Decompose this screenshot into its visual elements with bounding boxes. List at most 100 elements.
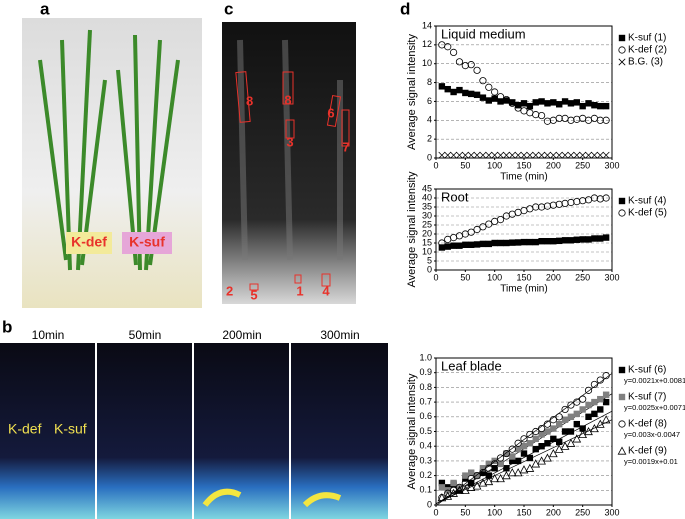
data-point [438, 484, 446, 491]
data-point [567, 401, 575, 409]
data-point [455, 151, 463, 159]
data-point [602, 391, 610, 398]
data-point [526, 238, 534, 246]
data-point [555, 200, 563, 208]
data-point [520, 443, 528, 450]
data-point [544, 440, 551, 447]
data-point [590, 194, 599, 202]
x-tick-label: 300 [604, 160, 619, 170]
data-point [567, 428, 575, 435]
data-point [508, 151, 516, 159]
roi-label: 3 [286, 134, 293, 149]
data-point [595, 419, 605, 428]
y-tick-label: 0 [427, 152, 432, 162]
fit-equation: y=0.0019x+0.01 [624, 457, 678, 466]
x-tick-label: 50 [460, 160, 470, 170]
x-tick-label: 250 [575, 272, 590, 282]
data-point [561, 114, 569, 123]
data-point [508, 210, 516, 218]
data-point [491, 217, 499, 225]
data-point [585, 413, 592, 420]
fit-equation: y=0.0021x+0.0081 [624, 376, 685, 385]
legend-marker [618, 393, 626, 401]
x-tick-label: 250 [575, 160, 590, 170]
data-point [532, 238, 539, 246]
x-tick-label: 150 [516, 272, 531, 282]
data-point [467, 474, 475, 483]
data-point [537, 456, 546, 465]
data-point [573, 115, 581, 123]
data-point [526, 440, 534, 447]
data-point [468, 469, 475, 476]
data-point [573, 410, 580, 418]
data-point [455, 232, 464, 240]
time-label: 200min [222, 328, 261, 342]
data-point [449, 48, 458, 57]
heat-image [97, 343, 192, 519]
data-point [596, 151, 604, 159]
roi-label: 1 [296, 283, 303, 298]
data-point [520, 435, 528, 443]
data-point [491, 460, 499, 468]
data-point [585, 151, 593, 159]
data-point [467, 61, 475, 69]
data-point [543, 453, 552, 462]
heat-image [0, 343, 95, 519]
data-point [573, 398, 581, 406]
data-point [567, 116, 575, 124]
data-point [555, 114, 563, 123]
data-point [532, 427, 540, 436]
data-point [532, 445, 539, 453]
data-point [544, 428, 551, 435]
data-point [526, 205, 534, 213]
data-point [514, 104, 522, 112]
data-point [450, 88, 457, 96]
y-tick-label: 0 [427, 499, 432, 509]
data-point [579, 406, 586, 413]
data-point [579, 395, 587, 403]
panel-letter: b [2, 317, 12, 336]
signal-image: 8 8 3 6 7 2 5 1 4 [222, 22, 356, 304]
photo-label: K-def [71, 234, 107, 250]
data-point [514, 208, 522, 216]
data-point [444, 151, 452, 159]
data-point [567, 198, 575, 207]
data-point [538, 238, 545, 245]
data-point [502, 471, 511, 480]
data-point [437, 493, 447, 502]
data-point [561, 237, 569, 244]
data-point [543, 420, 552, 428]
label-background [66, 232, 112, 254]
data-point [579, 151, 587, 159]
roi-label: 8 [246, 93, 253, 108]
data-point [602, 116, 610, 124]
data-point [509, 453, 516, 460]
data-point [507, 468, 517, 477]
data-point [602, 398, 610, 406]
photo-panel: K-def K-suf [22, 18, 202, 308]
data-point [444, 43, 452, 51]
data-point [590, 114, 599, 123]
data-point [456, 242, 463, 249]
data-point [550, 435, 557, 443]
data-point [461, 151, 469, 159]
data-point [550, 425, 557, 432]
y-tick-label: 0.8 [419, 382, 432, 392]
y-tick-label: 0.1 [419, 485, 432, 495]
data-point [509, 457, 516, 465]
y-tick-label: 15 [422, 237, 432, 247]
data-point [520, 207, 528, 215]
data-point [490, 473, 500, 483]
data-point [550, 99, 557, 106]
data-point [543, 151, 551, 159]
data-point [532, 435, 539, 443]
data-point [556, 420, 563, 428]
y-tick-label: 0.5 [419, 426, 432, 436]
legend-marker [618, 58, 626, 66]
data-point [554, 444, 564, 453]
data-point [525, 463, 535, 472]
y-tick-label: 5 [427, 255, 432, 265]
data-point [444, 85, 451, 93]
data-point [567, 151, 575, 159]
y-tick-label: 10 [422, 246, 432, 256]
